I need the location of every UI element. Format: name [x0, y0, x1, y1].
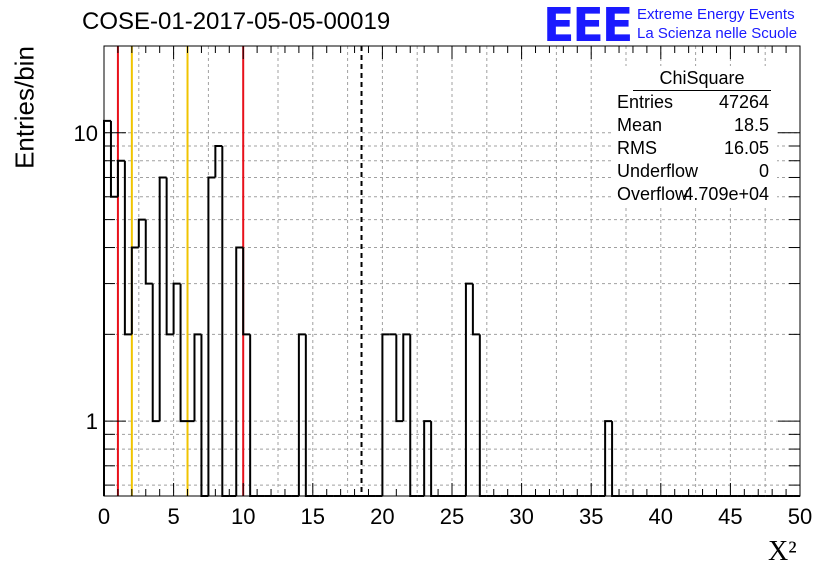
histogram-bin [221, 145, 230, 497]
x-tick-label: 10 [231, 504, 255, 529]
histogram-bin [207, 176, 216, 496]
x-tick-label: 40 [649, 504, 673, 529]
x-tick-label: 30 [509, 504, 533, 529]
stats-row-overflow: Overflow 4.709e+04 [611, 183, 777, 206]
histogram-bin [158, 176, 167, 422]
histogram-bin [604, 420, 613, 496]
stats-key: Mean [617, 115, 663, 135]
histogram-bin [123, 160, 132, 336]
histogram-bin [242, 247, 251, 336]
x-tick-label: 35 [579, 504, 603, 529]
stats-key: RMS [617, 138, 657, 158]
stats-value: 47264 [718, 92, 769, 112]
y-axis-label: Entries/bin [9, 46, 40, 169]
histogram-bin [130, 246, 139, 335]
histogram-bin [464, 282, 473, 496]
histogram-bin [297, 333, 306, 496]
y-tick-label: 10 [74, 121, 98, 146]
histogram-bin [151, 283, 160, 423]
histogram-bin [193, 333, 202, 422]
histogram-bin [214, 144, 223, 178]
logo-line-1: Extreme Energy Events [637, 6, 795, 23]
histogram-bin [137, 218, 146, 248]
stats-row-rms: RMS 16.05 [611, 137, 777, 160]
histogram-bin [471, 283, 480, 336]
histogram-bin [381, 333, 390, 496]
x-tick-label: 0 [98, 504, 110, 529]
histogram-bin [144, 219, 153, 285]
stats-value: 4.709e+04 [683, 184, 769, 204]
histogram-bin [165, 177, 174, 336]
x-tick-label: 15 [301, 504, 325, 529]
stats-row-underflow: Underflow 0 [611, 160, 777, 183]
eee-logo: EEE [543, 0, 633, 52]
stats-box-name: ChiSquare [633, 66, 771, 91]
stats-value: 18.5 [733, 115, 769, 135]
stats-value: 16.05 [723, 138, 769, 158]
histogram-bin [235, 246, 244, 496]
stats-value: 0 [758, 161, 769, 181]
histogram-bin [423, 420, 432, 496]
histogram-bin [395, 334, 404, 423]
x-tick-label: 5 [167, 504, 179, 529]
histogram-bin [409, 334, 418, 497]
x-tick-label: 50 [788, 504, 812, 529]
chart-title: COSE-01-2017-05-05-00019 [82, 8, 391, 35]
x-axis-label: X² [768, 536, 797, 567]
histogram-bin [402, 333, 411, 422]
histogram-bin [172, 282, 181, 335]
x-tick-label: 25 [440, 504, 464, 529]
histogram-bin [116, 159, 125, 197]
histogram-bin [200, 334, 209, 497]
stats-key: Overflow [617, 184, 689, 204]
stats-row-entries: Entries 47264 [611, 91, 777, 114]
stats-key: Underflow [617, 161, 699, 181]
y-tick-label: 1 [86, 409, 98, 434]
histogram-bin [304, 334, 313, 497]
x-tick-label: 20 [370, 504, 394, 529]
x-tick-label: 45 [718, 504, 742, 529]
histogram-bin [179, 283, 188, 423]
stats-key: Entries [617, 92, 674, 112]
histogram-bin [478, 334, 487, 497]
logo-line-2: La Scienza nelle Scuole [637, 25, 798, 42]
stats-row-mean: Mean 18.5 [611, 114, 777, 137]
histogram-bin [109, 120, 118, 198]
stats-box: ChiSquare Entries 47264 Mean 18.5 RMS 16… [611, 66, 777, 206]
histogram-bin [249, 334, 258, 497]
